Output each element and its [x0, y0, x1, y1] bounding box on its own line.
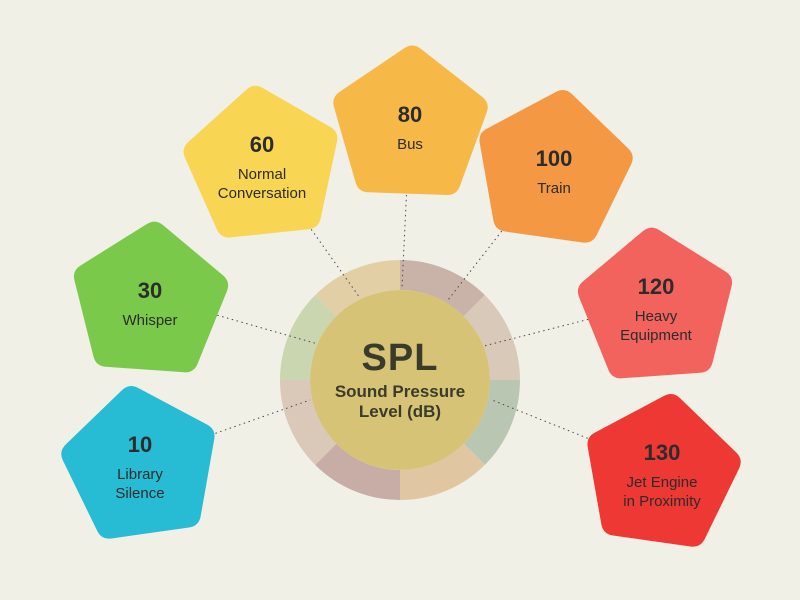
node-label: Train: [537, 180, 571, 199]
node-value: 80: [398, 102, 422, 128]
node-normal-conv: 60 NormalConversation: [182, 84, 342, 236]
node-value: 60: [250, 132, 274, 158]
node-jet-engine: 130 Jet Enginein Proximity: [582, 392, 742, 544]
center-title: SPL: [362, 337, 439, 380]
node-value: 10: [128, 432, 152, 458]
node-content: 100 Train: [474, 88, 634, 240]
node-heavy-equip: 120 HeavyEquipment: [576, 226, 736, 378]
node-label: HeavyEquipment: [620, 308, 692, 346]
node-value: 120: [638, 274, 675, 300]
center-label: SPL Sound PressureLevel (dB): [335, 337, 465, 423]
node-label: LibrarySilence: [115, 466, 164, 504]
node-layer: 10 LibrarySilence 30 Whisper 60 NormalConvers…: [0, 0, 800, 600]
node-content: 80 Bus: [330, 44, 490, 196]
node-content: 130 Jet Enginein Proximity: [582, 392, 742, 544]
node-value: 30: [138, 278, 162, 304]
node-label: Jet Enginein Proximity: [623, 474, 701, 512]
node-content: 120 HeavyEquipment: [576, 226, 736, 378]
node-whisper: 30 Whisper: [70, 220, 230, 372]
node-content: 60 NormalConversation: [182, 84, 342, 236]
node-content: 10 LibrarySilence: [60, 384, 220, 536]
node-label: Whisper: [122, 312, 177, 331]
node-value: 100: [536, 146, 573, 172]
node-label: Bus: [397, 136, 423, 155]
node-library-silence: 10 LibrarySilence: [60, 384, 220, 536]
node-label: NormalConversation: [218, 166, 306, 204]
node-content: 30 Whisper: [70, 220, 230, 372]
node-value: 130: [644, 440, 681, 466]
node-bus: 80 Bus: [330, 44, 490, 196]
node-train: 100 Train: [474, 88, 634, 240]
center-subtitle: Sound PressureLevel (dB): [335, 382, 465, 423]
